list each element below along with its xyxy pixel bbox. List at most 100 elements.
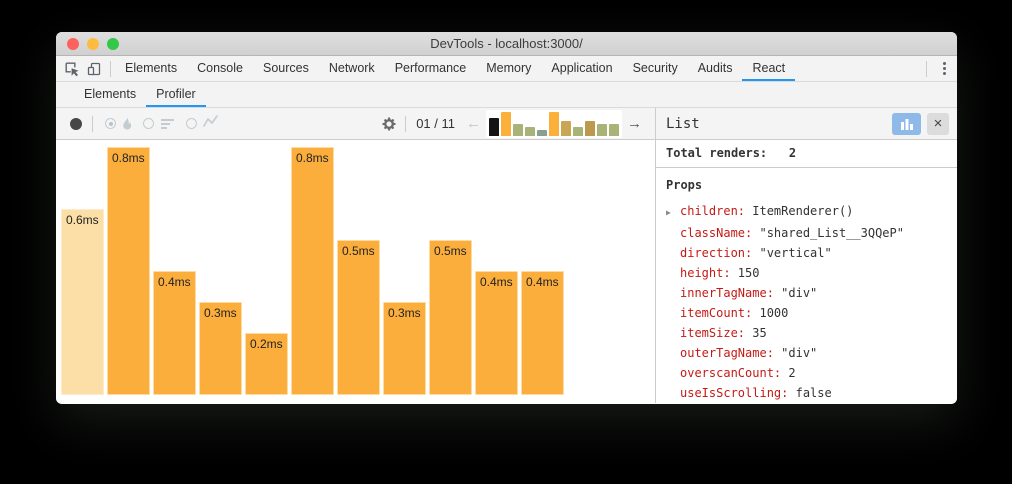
total-renders-row: Total renders: 2 bbox=[656, 140, 957, 168]
commit-selector-minichart bbox=[486, 109, 622, 138]
tab-application[interactable]: Application bbox=[551, 60, 613, 75]
close-window-button[interactable] bbox=[67, 38, 79, 50]
prop-row-overscanCount: overscanCount: 2 bbox=[666, 363, 957, 383]
divider bbox=[926, 60, 927, 77]
next-commit-icon[interactable]: → bbox=[627, 115, 642, 132]
previous-commit-icon[interactable]: ← bbox=[466, 115, 481, 132]
tab-audits[interactable]: Audits bbox=[697, 60, 733, 75]
commit-bar-label: 0.5ms bbox=[342, 244, 375, 258]
prop-value: 1000 bbox=[752, 306, 789, 320]
close-panel-icon[interactable]: × bbox=[927, 112, 949, 135]
minichart-commit-4[interactable] bbox=[525, 126, 535, 136]
devtools-tabbar: Elements Console Sources Network Performance… bbox=[56, 56, 957, 82]
window-title: DevTools - localhost:3000/ bbox=[430, 36, 583, 51]
prop-row-children[interactable]: ▶ children: ItemRenderer() bbox=[666, 201, 957, 223]
prop-row-itemSize: itemSize: 35 bbox=[666, 323, 957, 343]
subtab-profiler[interactable]: Profiler bbox=[146, 82, 206, 107]
divider bbox=[405, 115, 407, 132]
commit-bar-11[interactable]: 0.4ms bbox=[521, 271, 564, 395]
prop-row-height: height: 150 bbox=[666, 263, 957, 283]
render-chart-button[interactable] bbox=[892, 112, 921, 135]
commit-bar-label: 0.2ms bbox=[250, 337, 283, 351]
minichart-commit-2[interactable] bbox=[501, 111, 511, 136]
devtools-menu-icon[interactable] bbox=[931, 56, 957, 81]
minichart-commit-10[interactable] bbox=[597, 123, 607, 136]
tab-network[interactable]: Network bbox=[328, 60, 375, 75]
component-name: List bbox=[666, 115, 700, 132]
tab-memory[interactable]: Memory bbox=[486, 60, 532, 75]
minichart-commit-7[interactable] bbox=[561, 120, 571, 136]
ranked-radio[interactable] bbox=[143, 118, 154, 129]
commit-bar-3[interactable]: 0.4ms bbox=[153, 271, 196, 395]
component-details-panel: List × Total renders: 2 Props ▶ children:… bbox=[655, 108, 957, 403]
minichart-commit-11[interactable] bbox=[609, 123, 619, 136]
commit-bar-7[interactable]: 0.5ms bbox=[337, 240, 380, 395]
prop-row-useIsScrolling: useIsScrolling: false bbox=[666, 383, 957, 403]
subtab-elements[interactable]: Elements bbox=[84, 86, 137, 101]
commit-bar-6[interactable]: 0.8ms bbox=[291, 147, 334, 395]
prop-key: height: bbox=[680, 266, 731, 280]
tab-elements[interactable]: Elements bbox=[125, 60, 178, 75]
prop-value: "div" bbox=[773, 346, 818, 360]
prop-row-outerTagName: outerTagName: "div" bbox=[666, 343, 957, 363]
divider bbox=[92, 115, 93, 132]
tab-console[interactable]: Console bbox=[197, 60, 243, 75]
record-icon[interactable] bbox=[70, 117, 82, 130]
device-toolbar-icon[interactable] bbox=[86, 61, 102, 77]
minichart-commit-5[interactable] bbox=[537, 129, 547, 136]
tab-security[interactable]: Security bbox=[632, 60, 678, 75]
prop-value: ItemRenderer() bbox=[745, 204, 854, 218]
minichart-commit-6[interactable] bbox=[549, 111, 559, 136]
minimize-window-button[interactable] bbox=[87, 38, 99, 50]
total-renders-label: Total renders: bbox=[666, 146, 768, 160]
prop-key: overscanCount: bbox=[680, 366, 782, 380]
tab-sources[interactable]: Sources bbox=[262, 60, 309, 75]
minichart-commit-1[interactable] bbox=[489, 117, 499, 136]
prop-value: 35 bbox=[745, 326, 767, 340]
total-renders-value: 2 bbox=[788, 146, 797, 160]
divider bbox=[110, 60, 111, 77]
commit-counter: 01 / 11 bbox=[416, 116, 455, 131]
gear-icon[interactable] bbox=[381, 116, 397, 132]
commit-bar-label: 0.3ms bbox=[388, 306, 421, 320]
prop-value: 2 bbox=[781, 366, 796, 380]
minichart-commit-9[interactable] bbox=[585, 120, 595, 136]
inspect-element-icon[interactable] bbox=[64, 61, 80, 77]
ranked-chart-icon[interactable] bbox=[161, 118, 174, 129]
commit-bar-5[interactable]: 0.2ms bbox=[245, 333, 288, 395]
profiler-toolbar: 01 / 11 ← → bbox=[56, 108, 655, 140]
props-heading: Props bbox=[666, 178, 703, 192]
commit-bar-1[interactable]: 0.6ms bbox=[61, 209, 104, 395]
zoom-window-button[interactable] bbox=[107, 38, 119, 50]
flamegraph-radio[interactable] bbox=[105, 118, 116, 129]
commit-bar-label: 0.6ms bbox=[66, 213, 99, 227]
tab-react[interactable]: React bbox=[742, 56, 796, 81]
prop-key: innerTagName: bbox=[680, 286, 774, 300]
commit-bar-label: 0.8ms bbox=[112, 151, 145, 165]
flame-icon[interactable] bbox=[119, 116, 135, 132]
prop-value: 150 bbox=[730, 266, 760, 280]
expand-triangle-icon[interactable]: ▶ bbox=[666, 208, 671, 217]
commit-bar-9[interactable]: 0.5ms bbox=[429, 240, 472, 395]
prop-key: direction: bbox=[680, 246, 753, 260]
commit-bar-4[interactable]: 0.3ms bbox=[199, 302, 242, 395]
commit-bar-8[interactable]: 0.3ms bbox=[383, 302, 426, 395]
commit-bar-10[interactable]: 0.4ms bbox=[475, 271, 518, 395]
props-section: Props ▶ children: ItemRenderer() className… bbox=[656, 168, 957, 403]
minichart-commit-8[interactable] bbox=[573, 126, 583, 136]
commit-bar-label: 0.4ms bbox=[158, 275, 191, 289]
prop-key: useIsScrolling: bbox=[680, 386, 789, 400]
window-titlebar: DevTools - localhost:3000/ bbox=[56, 32, 957, 56]
prop-key: children: bbox=[680, 204, 746, 218]
interactions-radio[interactable] bbox=[186, 118, 197, 129]
line-chart-icon[interactable] bbox=[203, 114, 219, 133]
details-panel-header: List × bbox=[656, 108, 957, 140]
tab-performance[interactable]: Performance bbox=[394, 60, 467, 75]
commit-bar-2[interactable]: 0.8ms bbox=[107, 147, 150, 395]
prop-row-className: className: "shared_List__3QQeP" bbox=[666, 223, 957, 243]
react-subtabs: Elements Profiler bbox=[56, 82, 957, 108]
minichart-commit-3[interactable] bbox=[513, 123, 523, 136]
devtools-window: DevTools - localhost:3000/ Elements Conso… bbox=[56, 32, 957, 404]
commit-bar-label: 0.4ms bbox=[480, 275, 513, 289]
prop-value: "div" bbox=[773, 286, 818, 300]
